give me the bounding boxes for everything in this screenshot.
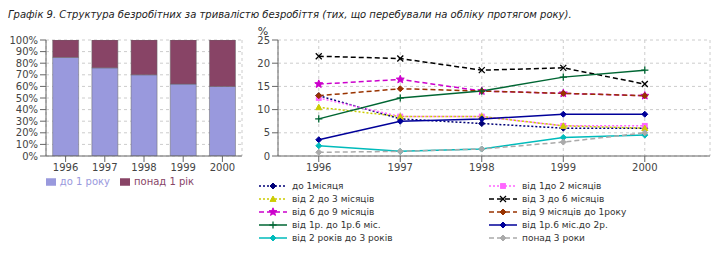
svg-text:0%: 0% [22,151,38,162]
svg-text:50%: 50% [16,93,38,104]
svg-text:40%: 40% [16,104,38,115]
html-text:до 1 року: до 1 року [59,176,110,187]
svg-text:5: 5 [264,127,270,138]
html-text:до 1місяця: до 1місяця [292,181,344,191]
html-text:від 1р. до 1р.6 міс.: від 1р. до 1р.6 міс. [292,220,381,230]
html-text:від 6 до 9 місяців: від 6 до 9 місяців [292,207,375,217]
svg-text:1996: 1996 [306,162,331,173]
svg-text:1996: 1996 [53,162,78,173]
html-text:понад 1 рік: понад 1 рік [134,176,195,187]
svg-text:10%: 10% [16,139,38,150]
svg-text:1998: 1998 [469,162,494,173]
svg-text:30%: 30% [16,116,38,127]
svg-text:%: % [258,25,268,38]
html-text:від 9 місяців до 1року: від 9 місяців до 1року [522,207,627,217]
svg-text:2000: 2000 [632,162,657,173]
svg-text:1998: 1998 [131,162,156,173]
html-text:від 2 до 3 місяців: від 2 до 3 місяців [292,194,375,204]
svg-text:90%: 90% [16,46,38,57]
html-text:від 3 до 6 місяців: від 3 до 6 місяців [522,194,605,204]
svg-text:20: 20 [257,58,270,69]
svg-text:25: 25 [257,34,270,46]
svg-text:1997: 1997 [92,162,117,173]
svg-text:0: 0 [264,151,270,162]
html-text:від 1до 2 місяців: від 1до 2 місяців [522,181,602,191]
svg-text:10: 10 [257,104,270,115]
svg-text:1997: 1997 [388,162,413,173]
svg-text:15: 15 [257,81,270,92]
svg-text:70%: 70% [16,69,38,80]
svg-text:100%: 100% [9,35,38,46]
svg-text:60%: 60% [16,81,38,92]
html-text:понад 3 роки: понад 3 роки [522,233,585,243]
svg-text:80%: 80% [16,58,38,69]
html-text:від 1р.6 міс.до 2р.: від 1р.6 міс.до 2р. [522,220,608,230]
svg-text:2000: 2000 [210,162,235,173]
html-text:від 2 років до 3 років: від 2 років до 3 років [292,233,393,243]
html-text:Графік 9. Структура безробітни: Графік 9. Структура безробітних за трива… [8,9,572,20]
svg-text:1999: 1999 [551,162,576,173]
svg-text:1999: 1999 [170,162,195,173]
svg-text:20%: 20% [16,127,38,138]
